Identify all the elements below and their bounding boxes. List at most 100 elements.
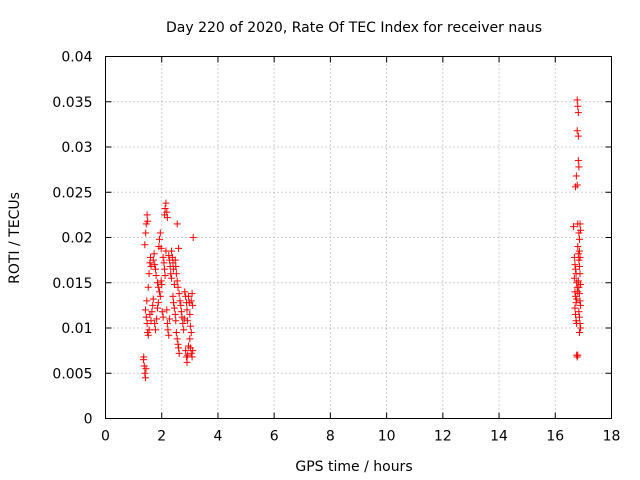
data-point [155, 288, 163, 296]
data-point [180, 315, 188, 323]
data-point [188, 290, 196, 298]
data-point [189, 347, 197, 355]
data-point [574, 109, 582, 117]
x-tick-label: 6 [270, 429, 279, 445]
data-point [573, 295, 581, 303]
data-point [173, 335, 181, 343]
data-point [151, 319, 159, 327]
data-point [172, 262, 180, 270]
data-point [572, 183, 580, 191]
data-point [572, 172, 580, 180]
data-point [186, 335, 194, 343]
data-point [180, 326, 188, 334]
grid [105, 56, 612, 419]
data-point [156, 292, 164, 300]
data-point [571, 261, 579, 269]
data-point [168, 247, 176, 255]
data-point [143, 297, 151, 305]
data-point [158, 308, 166, 316]
data-point [179, 319, 187, 327]
data-point [163, 319, 171, 327]
data-point [183, 358, 191, 366]
data-point [184, 292, 192, 300]
data-point [161, 205, 169, 213]
data-point [177, 301, 185, 309]
data-point [181, 288, 189, 296]
data-point [163, 306, 171, 314]
data-point [189, 301, 197, 309]
data-point [162, 199, 170, 207]
data-point [572, 265, 580, 273]
data-point [573, 127, 581, 135]
data-point [170, 299, 178, 307]
data-point [158, 281, 166, 289]
data-point [171, 256, 179, 264]
data-point [189, 234, 197, 241]
data-point [149, 256, 157, 264]
data-point [170, 281, 178, 289]
y-tick-label: 0.03 [61, 140, 92, 156]
data-point [574, 351, 582, 359]
x-tick-label: 0 [101, 429, 110, 445]
data-point [142, 313, 150, 321]
data-point [574, 243, 582, 251]
data-point [175, 344, 183, 352]
tick-labels: 0 2 4 6 8 10 12 14 16 18 0 0.005 0.01 0.015 0.02 0.025 0… [52, 50, 620, 445]
data-point [165, 252, 173, 260]
x-tick-label: 16 [546, 429, 564, 445]
data-point [151, 261, 159, 269]
data-point [577, 226, 585, 234]
data-point [171, 310, 179, 318]
data-point [172, 317, 180, 325]
data-point [575, 290, 583, 298]
data-point [144, 331, 152, 339]
data-point [145, 326, 153, 334]
data-point [570, 274, 578, 282]
data-point [573, 96, 581, 104]
data-point [577, 324, 585, 332]
x-tick-label: 14 [490, 429, 508, 445]
data-point [182, 347, 190, 355]
data-point [152, 265, 160, 273]
data-point [575, 163, 583, 171]
x-tick-label: 8 [326, 429, 335, 445]
y-axis-label: ROTI / TECUs [7, 192, 23, 284]
data-point [187, 297, 195, 305]
data-point [168, 274, 176, 282]
data-point [176, 297, 184, 305]
data-point [144, 283, 152, 291]
data-point [154, 299, 162, 307]
data-point [141, 369, 149, 377]
data-point [574, 277, 582, 285]
data-point [170, 304, 178, 312]
data-point [183, 306, 191, 314]
data-point [141, 306, 149, 314]
data-point [575, 235, 583, 243]
data-point [172, 329, 180, 337]
data-point [574, 288, 582, 296]
data-point [166, 315, 174, 323]
data-point [157, 277, 165, 285]
x-tick-label: 4 [213, 429, 222, 445]
y-tick-label: 0.01 [61, 321, 92, 337]
data-point [152, 326, 160, 334]
data-point [155, 235, 163, 243]
data-point [152, 272, 160, 280]
data-point [186, 310, 194, 318]
y-tick-label: 0.02 [61, 231, 92, 247]
y-tick-label: 0.025 [52, 185, 92, 201]
data-point [188, 353, 196, 361]
data-point [576, 253, 584, 261]
data-point [160, 259, 168, 267]
data-point [570, 223, 578, 231]
data-point [174, 340, 182, 348]
data-point [575, 247, 583, 255]
y-tick-label: 0.035 [52, 95, 92, 111]
data-point [576, 297, 584, 305]
data-point [575, 313, 583, 321]
data-point [153, 315, 161, 323]
y-tick-label: 0.04 [61, 50, 92, 66]
data-point [571, 304, 579, 312]
data-point [145, 270, 153, 278]
x-axis-label: GPS time / hours [295, 459, 412, 475]
